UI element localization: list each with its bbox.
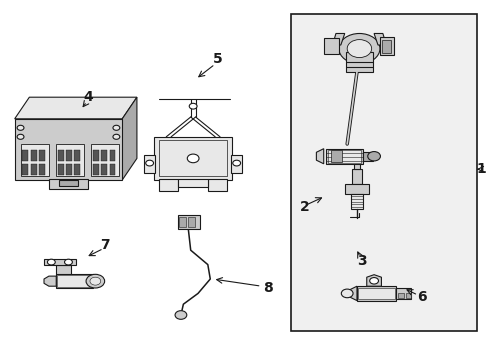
Circle shape: [90, 277, 101, 285]
Bar: [397, 293, 404, 298]
Bar: [109, 150, 115, 161]
Bar: [405, 293, 410, 298]
Bar: [154, 137, 232, 180]
Polygon shape: [15, 97, 137, 119]
Circle shape: [369, 278, 378, 284]
Circle shape: [17, 125, 24, 130]
Bar: [93, 150, 99, 161]
Bar: [207, 179, 227, 191]
Circle shape: [232, 160, 240, 166]
Bar: [31, 150, 37, 161]
Circle shape: [145, 160, 153, 166]
Bar: [58, 164, 63, 175]
Bar: [59, 180, 78, 186]
Bar: [39, 164, 45, 175]
Polygon shape: [366, 275, 381, 286]
Polygon shape: [316, 149, 323, 164]
Circle shape: [17, 134, 24, 139]
Bar: [362, 152, 372, 161]
Bar: [382, 40, 390, 53]
Bar: [93, 164, 99, 175]
Text: 6: 6: [416, 290, 426, 304]
Bar: [39, 150, 45, 161]
Bar: [109, 164, 115, 175]
Bar: [395, 288, 410, 299]
Text: 5: 5: [212, 53, 222, 66]
Polygon shape: [56, 265, 71, 274]
Bar: [350, 194, 362, 209]
Bar: [74, 150, 80, 161]
Polygon shape: [332, 33, 344, 45]
Bar: [101, 150, 107, 161]
Bar: [290, 14, 476, 331]
Text: 4: 4: [83, 90, 93, 104]
Bar: [325, 149, 362, 164]
Bar: [31, 164, 37, 175]
Bar: [101, 164, 107, 175]
Polygon shape: [122, 97, 137, 180]
Bar: [66, 164, 72, 175]
Circle shape: [113, 125, 120, 130]
Bar: [178, 179, 207, 187]
Bar: [20, 144, 49, 176]
Bar: [345, 52, 372, 72]
Text: 7: 7: [100, 238, 110, 252]
Bar: [356, 286, 395, 301]
Text: 3: 3: [356, 254, 366, 268]
Circle shape: [175, 311, 186, 319]
Bar: [327, 150, 361, 163]
Bar: [379, 37, 393, 55]
Polygon shape: [44, 259, 76, 265]
Bar: [231, 155, 242, 173]
Text: 8: 8: [263, 281, 272, 295]
Bar: [177, 215, 199, 229]
Circle shape: [346, 40, 371, 58]
Polygon shape: [344, 184, 368, 194]
Bar: [179, 217, 186, 227]
Bar: [144, 155, 155, 173]
Bar: [22, 150, 28, 161]
Polygon shape: [349, 286, 356, 301]
Bar: [49, 179, 88, 189]
Bar: [74, 164, 80, 175]
Bar: [56, 144, 84, 176]
Bar: [58, 150, 63, 161]
Bar: [15, 119, 122, 180]
Text: 1: 1: [476, 162, 486, 176]
Circle shape: [64, 259, 72, 265]
Bar: [351, 169, 361, 184]
Bar: [91, 144, 119, 176]
Circle shape: [47, 259, 55, 265]
Circle shape: [338, 33, 379, 64]
Circle shape: [113, 134, 120, 139]
Polygon shape: [44, 276, 56, 286]
Bar: [159, 140, 227, 176]
Circle shape: [86, 274, 104, 288]
Circle shape: [367, 152, 380, 161]
Bar: [57, 275, 92, 287]
Polygon shape: [373, 33, 386, 45]
Circle shape: [189, 103, 197, 109]
Bar: [353, 163, 359, 169]
Bar: [330, 150, 341, 162]
Bar: [188, 217, 195, 227]
Bar: [159, 179, 178, 191]
Circle shape: [187, 154, 199, 163]
Bar: [66, 150, 72, 161]
Circle shape: [341, 289, 352, 298]
Bar: [357, 288, 394, 299]
Text: 2: 2: [299, 200, 309, 214]
Bar: [22, 164, 28, 175]
Bar: [56, 274, 93, 288]
Bar: [324, 38, 338, 54]
